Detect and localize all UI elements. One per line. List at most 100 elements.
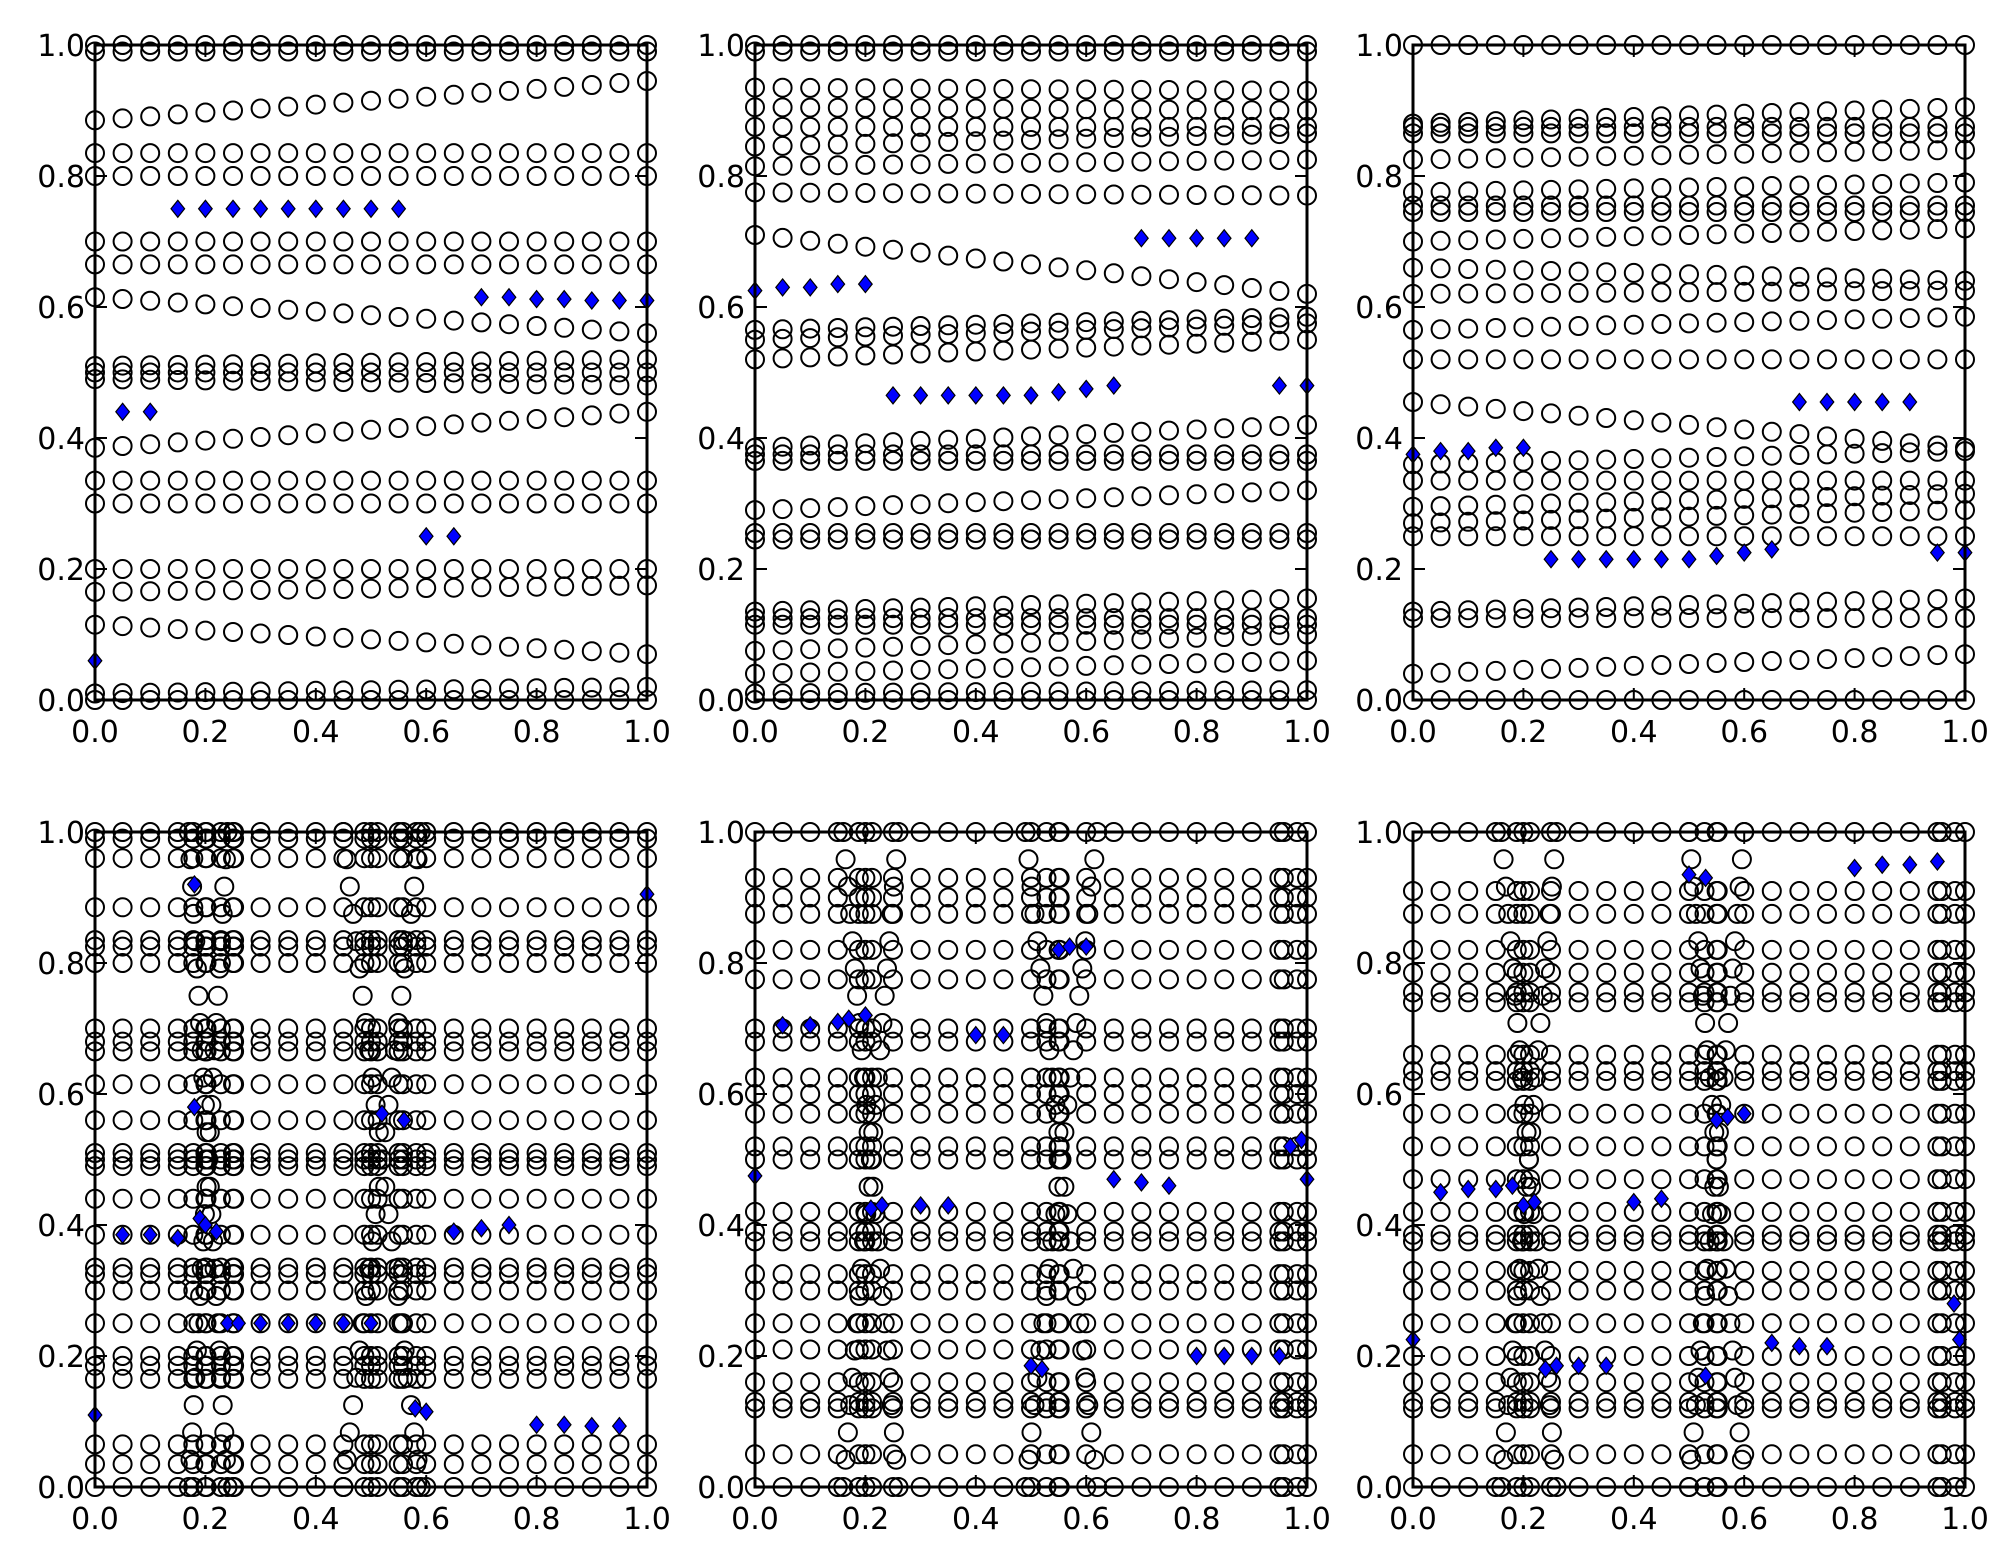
circle-marker — [1679, 202, 1699, 222]
circle-marker — [1159, 269, 1179, 290]
circle-marker — [910, 659, 931, 680]
circle-marker — [183, 1041, 204, 1062]
circle-marker — [1844, 123, 1865, 144]
circle-marker — [1694, 1444, 1715, 1465]
circle-marker — [910, 1084, 931, 1104]
circle-marker — [250, 580, 271, 600]
circle-marker — [196, 1188, 217, 1209]
circle-marker — [1513, 283, 1534, 304]
circle-marker — [359, 1258, 380, 1279]
circle-marker — [1269, 281, 1290, 301]
circle-marker — [1505, 1313, 1526, 1334]
circle-marker — [837, 876, 858, 897]
circle-marker — [1623, 992, 1644, 1013]
circle-marker — [1186, 653, 1207, 674]
circle-marker — [406, 1018, 427, 1039]
circle-marker — [499, 1313, 519, 1334]
circle-marker — [183, 1454, 204, 1475]
circle-marker — [1679, 1372, 1699, 1393]
circle-marker — [1076, 312, 1097, 333]
circle-marker — [1076, 1231, 1097, 1252]
circle-marker — [1066, 1286, 1087, 1306]
circle-marker — [1076, 614, 1097, 635]
circle-marker — [772, 499, 793, 520]
circle-marker — [1036, 1067, 1057, 1088]
circle-marker — [965, 450, 986, 471]
circle-marker — [499, 231, 519, 252]
circle-marker — [526, 1355, 547, 1376]
circle-marker — [1734, 652, 1755, 672]
circle-marker — [1899, 1136, 1920, 1157]
circle-marker — [855, 41, 876, 62]
circle-marker — [1707, 1231, 1728, 1252]
circle-marker — [1021, 1231, 1041, 1252]
circle-marker — [1430, 1103, 1451, 1124]
circle-marker — [1214, 1372, 1235, 1393]
circle-marker — [333, 1031, 354, 1052]
circle-marker — [554, 166, 575, 186]
circle-marker — [1568, 509, 1589, 530]
circle-marker — [1214, 1067, 1235, 1088]
circle-marker — [772, 969, 793, 990]
diamond-marker — [556, 289, 572, 309]
circle-marker — [333, 1156, 354, 1177]
circle-marker — [855, 1398, 876, 1419]
circle-marker — [1430, 394, 1451, 415]
circle-marker — [1734, 608, 1755, 629]
circle-marker — [847, 985, 868, 1006]
circle-marker — [1734, 223, 1755, 244]
circle-marker — [581, 1156, 602, 1177]
diamond-marker — [940, 1195, 956, 1215]
circle-marker — [372, 1149, 392, 1170]
circle-marker — [1186, 444, 1207, 465]
y-tick-label: 0.4 — [1355, 422, 1403, 457]
circle-marker — [209, 1340, 230, 1361]
circle-marker — [1623, 1061, 1644, 1082]
circle-marker — [190, 1286, 211, 1306]
circle-marker — [278, 1110, 299, 1131]
diamond-marker — [219, 1313, 236, 1333]
circle-marker — [140, 1346, 161, 1366]
circle-marker — [471, 470, 492, 491]
circle-marker — [499, 1149, 519, 1170]
circle-marker — [112, 848, 133, 869]
circle-marker — [581, 254, 602, 275]
circle-marker — [1844, 1313, 1865, 1334]
axes-frame — [93, 43, 649, 702]
circle-marker — [938, 1264, 959, 1285]
circle-marker — [346, 931, 367, 952]
circle-marker — [1761, 504, 1782, 525]
circle-marker — [210, 1454, 231, 1475]
circle-marker — [883, 98, 903, 118]
circle-marker — [1596, 282, 1617, 303]
circle-marker — [1131, 421, 1152, 442]
circle-marker — [1706, 264, 1727, 285]
circle-marker — [800, 1103, 821, 1124]
circle-marker — [140, 1143, 161, 1163]
circle-marker — [1048, 99, 1069, 119]
circle-marker — [1931, 1169, 1952, 1190]
circle-marker — [1049, 1136, 1070, 1157]
circle-marker — [1241, 1398, 1262, 1419]
circle-marker — [406, 1074, 427, 1095]
circle-marker — [1931, 1201, 1952, 1222]
circle-marker — [1103, 903, 1124, 924]
circle-marker — [1049, 1264, 1070, 1285]
circle-marker — [827, 1103, 848, 1124]
circle-marker — [526, 350, 547, 371]
circle-marker — [278, 362, 299, 383]
circle-marker — [855, 496, 876, 517]
circle-marker — [1623, 282, 1644, 303]
x-tick-label: 0.6 — [1720, 1502, 1768, 1537]
circle-marker — [384, 1258, 405, 1279]
circle-marker — [1568, 597, 1589, 618]
circle-marker — [526, 1257, 547, 1278]
circle-marker — [1159, 126, 1179, 147]
circle-marker — [1817, 310, 1837, 331]
circle-marker — [1458, 1391, 1479, 1412]
circle-marker — [361, 1018, 381, 1039]
circle-marker — [1485, 1103, 1506, 1124]
circle-marker — [772, 1313, 793, 1334]
circle-marker — [1269, 867, 1290, 888]
circle-marker — [993, 450, 1014, 471]
